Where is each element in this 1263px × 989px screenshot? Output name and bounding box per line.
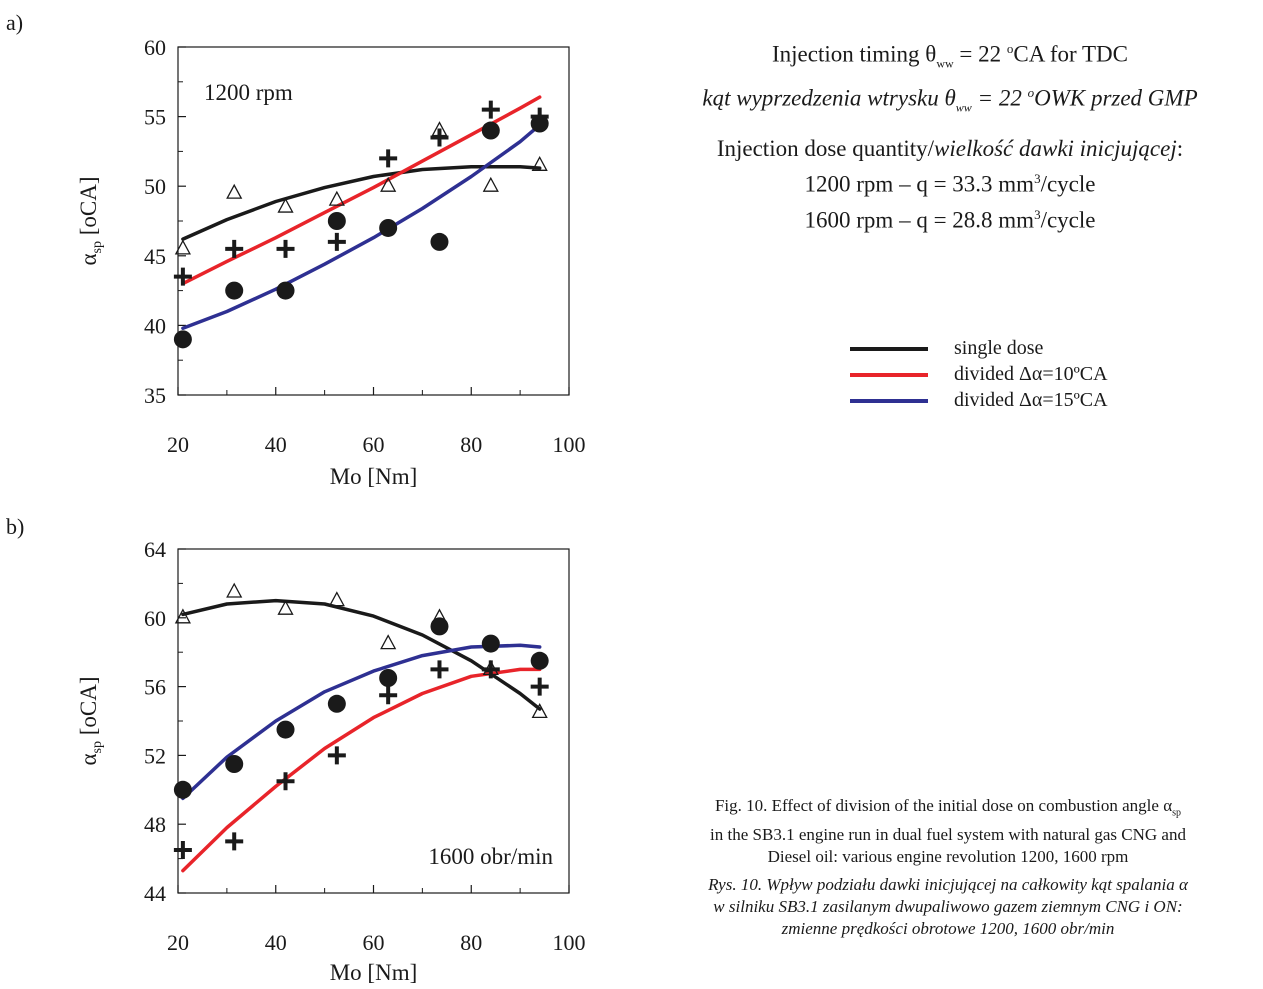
marker-divided-10 xyxy=(327,232,346,251)
marker-single-dose xyxy=(328,591,345,607)
marker-divided-15 xyxy=(430,232,449,251)
y-axis-label: αsp [oCA] xyxy=(76,176,105,265)
y-tick-label: 56 xyxy=(144,675,166,700)
legend-label-divided-10: divided Δα=10ºCA xyxy=(954,363,1108,385)
x-tick-label: 20 xyxy=(167,930,189,955)
panel-label: a) xyxy=(6,10,23,35)
marker-divided-10 xyxy=(276,239,295,258)
marker-divided-10 xyxy=(530,677,549,696)
marker-divided-10 xyxy=(379,686,398,705)
y-tick-label: 55 xyxy=(144,105,166,130)
x-tick-label: 60 xyxy=(363,930,385,955)
marker-divided-10 xyxy=(481,660,500,679)
marker-divided-10 xyxy=(173,841,192,859)
dose-1600: 1600 rpm – q = 28.8 mm3/cycle xyxy=(804,206,1096,233)
marker-divided-10 xyxy=(225,239,244,258)
y-tick-label: 60 xyxy=(144,35,166,60)
caption-english: Fig. 10. Effect of division of the initi… xyxy=(710,796,1186,867)
injection-dose-info: Injection dose quantity/wielkość dawki i… xyxy=(640,134,1260,235)
y-tick-label: 40 xyxy=(144,313,166,338)
marker-single-dose xyxy=(277,599,294,615)
marker-divided-15 xyxy=(530,114,549,133)
fit-line-single-dose xyxy=(181,164,542,241)
marker-divided-10 xyxy=(379,149,398,168)
marker-single-dose xyxy=(531,703,548,719)
y-tick-label: 44 xyxy=(144,881,166,906)
x-tick-label: 60 xyxy=(363,432,385,457)
x-axis-label: Mo [Nm] xyxy=(330,960,418,985)
fit-line-divided-15 xyxy=(181,123,542,330)
marker-divided-15 xyxy=(379,218,398,237)
marker-divided-10 xyxy=(430,660,449,679)
marker-divided-15 xyxy=(173,780,192,799)
x-axis-label: Mo [Nm] xyxy=(330,464,418,489)
marker-divided-15 xyxy=(379,669,398,687)
caption-polish: Rys. 10. Wpływ podziału dawki inicjujące… xyxy=(708,875,1188,939)
marker-single-dose xyxy=(531,155,548,171)
y-tick-label: 64 xyxy=(144,537,166,562)
marker-single-dose xyxy=(380,176,397,192)
y-tick-label: 48 xyxy=(144,812,166,837)
legend-swatch-divided-10 xyxy=(850,373,928,377)
marker-divided-15 xyxy=(173,330,192,349)
marker-divided-15 xyxy=(481,634,500,653)
legend-label-single-dose: single dose xyxy=(954,337,1044,359)
chart-panel-a: a) 35 40 45 50 55 60 20 40 60 80 100 Mo [Nm] αsp [oCA… xyxy=(6,10,586,489)
x-tick-label: 40 xyxy=(265,930,287,955)
marker-divided-15 xyxy=(430,617,449,636)
marker-single-dose xyxy=(174,608,191,624)
marker-divided-15 xyxy=(276,720,295,739)
legend-swatch-single-dose xyxy=(850,347,928,351)
marker-divided-10 xyxy=(430,128,449,147)
marker-single-dose xyxy=(226,183,243,199)
marker-divided-15 xyxy=(481,121,500,140)
marker-divided-15 xyxy=(530,651,549,670)
y-tick-label: 52 xyxy=(144,743,166,768)
marker-single-dose xyxy=(277,197,294,213)
speed-annotation: 1600 obr/min xyxy=(428,844,553,869)
x-tick-label: 80 xyxy=(460,930,482,955)
fit-line-divided-10 xyxy=(181,667,542,873)
x-tick-label: 20 xyxy=(167,432,189,457)
chart-panel-b: b) 44 48 52 56 60 64 20 40 60 80 100 Mo [Nm] αsp [oCA… xyxy=(6,514,586,985)
speed-annotation: 1200 rpm xyxy=(204,80,293,105)
timing-polish: kąt wyprzedzenia wtrysku θww = 22 oOWK p… xyxy=(702,85,1198,115)
x-tick-label: 100 xyxy=(553,930,586,955)
figure-caption: Fig. 10. Effect of division of the initi… xyxy=(630,795,1263,940)
legend-swatch-divided-15 xyxy=(850,399,928,403)
x-tick-label: 40 xyxy=(265,432,287,457)
panel-label: b) xyxy=(6,514,24,539)
marker-single-dose xyxy=(226,582,243,598)
marker-single-dose xyxy=(328,190,345,206)
y-axis-label: αsp [oCA] xyxy=(76,676,105,765)
marker-divided-10 xyxy=(173,267,192,286)
legend-label-divided-15: divided Δα=15ºCA xyxy=(954,389,1108,411)
marker-divided-10 xyxy=(327,746,346,765)
marker-divided-10 xyxy=(225,832,244,851)
marker-divided-15 xyxy=(225,755,244,773)
marker-divided-10 xyxy=(276,772,295,791)
timing-english: Injection timing θww = 22 oCA for TDC xyxy=(772,41,1128,71)
marker-divided-15 xyxy=(225,281,244,300)
x-tick-label: 80 xyxy=(460,432,482,457)
y-tick-label: 50 xyxy=(144,174,166,199)
y-tick-label: 35 xyxy=(144,383,166,408)
fit-line-divided-10 xyxy=(181,95,542,286)
marker-single-dose xyxy=(482,176,499,192)
dose-1200: 1200 rpm – q = 33.3 mm3/cycle xyxy=(804,171,1096,197)
fit-line-single-dose xyxy=(181,598,542,711)
fit-line-divided-15 xyxy=(181,643,542,801)
y-tick-label: 60 xyxy=(144,606,166,631)
marker-divided-10 xyxy=(481,100,500,119)
x-tick-label: 100 xyxy=(553,432,586,457)
injection-timing-info: Injection timing θww = 22 oCA for TDC ką… xyxy=(640,34,1260,123)
y-tick-label: 45 xyxy=(144,244,166,269)
marker-single-dose xyxy=(380,634,397,650)
marker-divided-15 xyxy=(276,281,295,300)
dose-title: Injection dose quantity/wielkość dawki i… xyxy=(716,136,1184,161)
marker-divided-15 xyxy=(327,694,346,713)
marker-divided-15 xyxy=(327,212,346,230)
marker-single-dose xyxy=(174,239,191,255)
